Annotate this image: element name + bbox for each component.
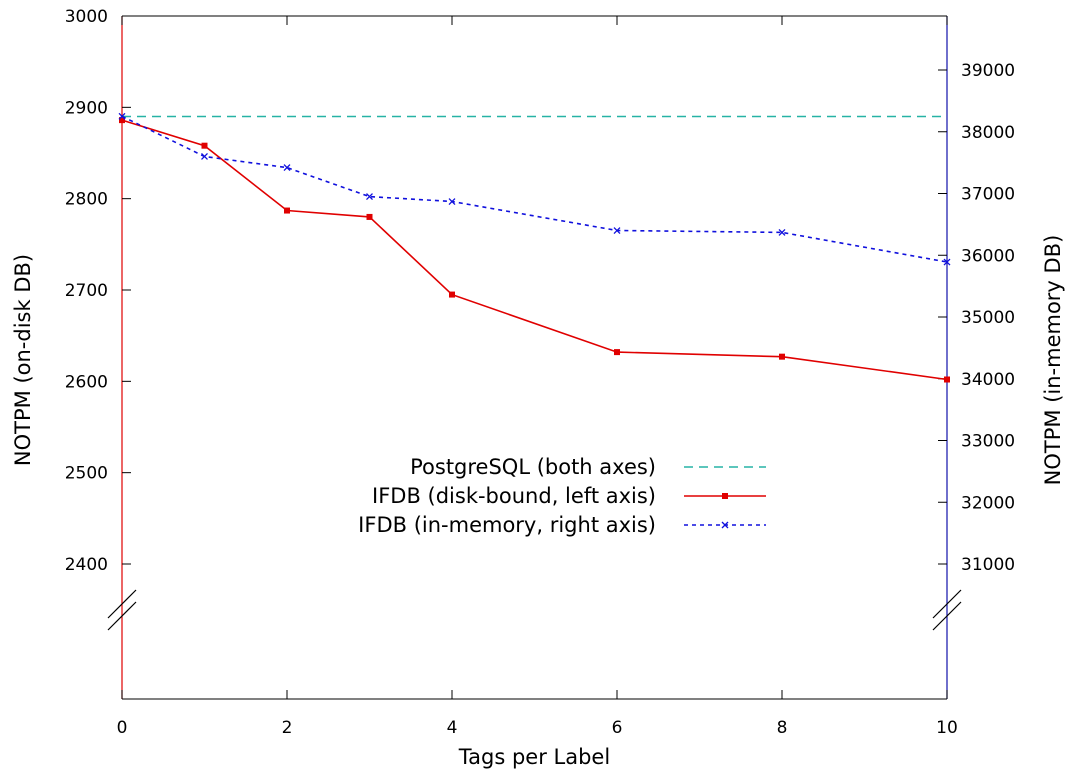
legend-label: IFDB (in-memory, right axis) [358, 513, 656, 537]
data-point [944, 376, 950, 383]
data-point [201, 142, 208, 149]
right-tick-label: 37000 [961, 185, 1015, 205]
x-tick-label: 8 [777, 718, 788, 738]
x-tick-label: 4 [447, 718, 458, 738]
right-tick-label: 38000 [961, 123, 1015, 143]
series-line-1 [121, 119, 948, 381]
left-axis-break-mark [107, 589, 137, 619]
right-y-axis-label: NOTPM (in-memory DB) [1041, 235, 1065, 486]
right-tick-label: 33000 [961, 432, 1015, 452]
left-tick-label: 2700 [65, 281, 108, 301]
plot-frame [121, 15, 948, 700]
data-point [284, 207, 290, 214]
right-tick-label: 34000 [961, 370, 1015, 390]
data-point [614, 349, 620, 356]
data-point [366, 193, 373, 201]
data-point [779, 353, 785, 360]
data-point [366, 213, 373, 220]
right-tick-label: 36000 [961, 246, 1015, 266]
x-tick-label: 6 [612, 718, 623, 738]
data-point [283, 164, 291, 172]
series-layer [118, 112, 951, 383]
left-tick-label: 2500 [65, 464, 108, 484]
left-y-axis-label: NOTPM (on-disk DB) [11, 254, 35, 466]
series-1 [119, 117, 950, 383]
right-tick-label: 35000 [961, 308, 1015, 328]
right-tick-label: 39000 [961, 61, 1015, 81]
right-tick-label: 32000 [961, 493, 1015, 513]
legend: PostgreSQL (both axes) IFDB (disk-bound, … [358, 455, 766, 537]
data-point [449, 291, 455, 298]
left-tick-label: 2800 [65, 190, 108, 210]
x-tick-label: 2 [282, 718, 293, 738]
right-axis-break-mark [932, 601, 962, 631]
data-point [119, 117, 125, 124]
legend-label: PostgreSQL (both axes) [410, 455, 656, 479]
left-tick-label: 2600 [65, 372, 108, 392]
data-point [448, 198, 456, 205]
legend-label: IFDB (disk-bound, left axis) [372, 484, 656, 508]
data-point [118, 112, 126, 120]
data-point [613, 227, 621, 235]
ticks-layer: 0 2 4 6 8 10 2400 2500 2600 2700 2800 2900 3000 31000… [65, 7, 1015, 738]
left-axis-break-mark [107, 601, 137, 631]
x-axis-label: Tags per Label [458, 745, 610, 769]
x-tick-label: 0 [117, 718, 128, 738]
axis-breaks [107, 589, 962, 631]
legend-marker [721, 521, 729, 529]
left-tick-label: 2900 [65, 98, 108, 118]
left-tick-label: 3000 [65, 7, 108, 27]
data-point [943, 258, 951, 266]
left-tick-label: 2400 [65, 555, 108, 575]
data-point [201, 152, 208, 160]
x-tick-label: 10 [936, 718, 958, 738]
series-2 [118, 112, 951, 266]
legend-marker [722, 493, 728, 499]
right-axis-break-mark [932, 589, 962, 619]
right-tick-label: 31000 [961, 555, 1015, 575]
data-point [778, 228, 786, 236]
series-line-2 [121, 115, 948, 263]
